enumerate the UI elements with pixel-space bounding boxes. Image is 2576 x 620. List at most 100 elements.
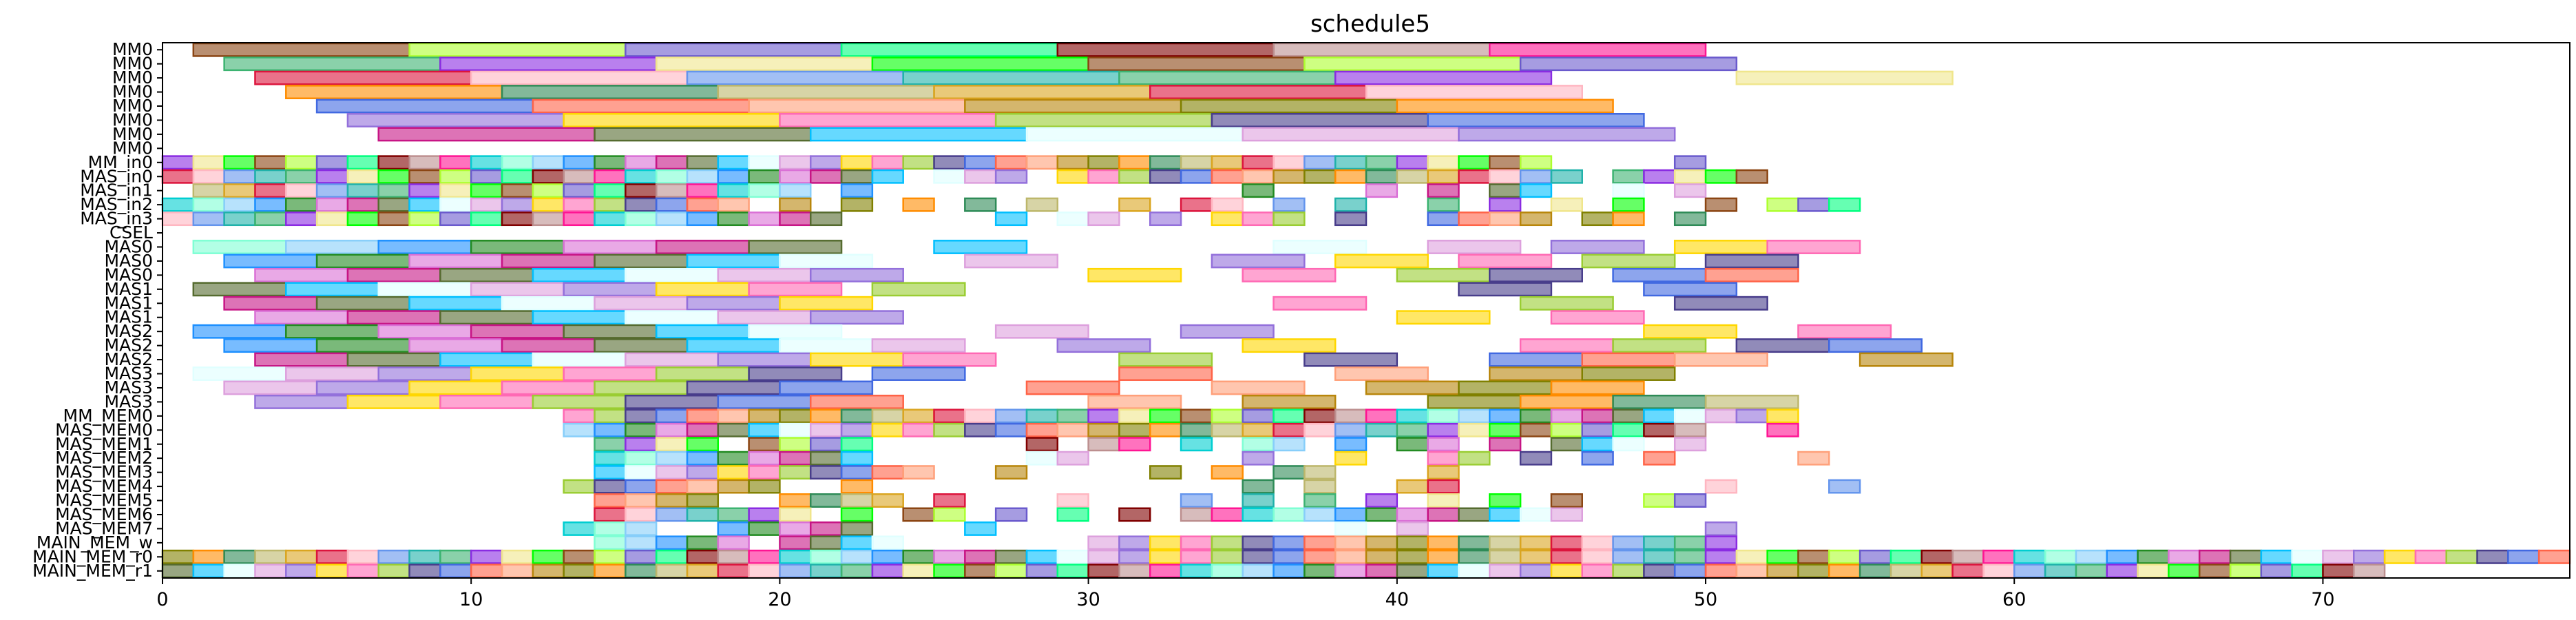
task-bar bbox=[1427, 465, 1460, 480]
task-bar bbox=[625, 211, 658, 227]
task-bar bbox=[1365, 155, 1399, 170]
task-bar bbox=[1396, 169, 1429, 184]
task-bar bbox=[1550, 310, 1645, 325]
task-bar bbox=[871, 549, 904, 564]
task-bar bbox=[779, 169, 812, 184]
task-bar bbox=[1396, 409, 1429, 424]
task-bar bbox=[1458, 535, 1491, 550]
task-bar bbox=[655, 465, 689, 480]
task-bar bbox=[964, 564, 997, 579]
task-bar bbox=[1489, 169, 1522, 184]
task-bar bbox=[1396, 535, 1429, 550]
task-bar bbox=[1427, 211, 1460, 227]
task-bar bbox=[2353, 549, 2386, 564]
task-bar bbox=[1489, 352, 1583, 367]
task-bar bbox=[748, 99, 966, 114]
task-bar bbox=[563, 211, 596, 227]
task-bar bbox=[377, 564, 410, 579]
task-bar bbox=[563, 479, 596, 494]
task-bar bbox=[285, 85, 503, 100]
task-bar bbox=[809, 493, 843, 508]
task-bar bbox=[1118, 549, 1151, 564]
task-bar bbox=[1612, 169, 1645, 184]
task-bar bbox=[594, 169, 627, 184]
task-bar bbox=[563, 549, 596, 564]
task-bar bbox=[779, 465, 812, 480]
task-bar bbox=[1427, 183, 1460, 198]
task-bar bbox=[933, 155, 966, 170]
task-bar bbox=[1056, 211, 1089, 227]
task-bar bbox=[1519, 183, 1553, 198]
task-bar bbox=[1118, 564, 1151, 579]
task-bar bbox=[748, 451, 781, 466]
task-bar bbox=[686, 70, 904, 85]
task-bar bbox=[625, 549, 658, 564]
task-bar bbox=[655, 183, 689, 198]
task-bar bbox=[285, 564, 318, 579]
task-bar bbox=[994, 564, 1028, 579]
task-bar bbox=[192, 197, 225, 212]
task-bar bbox=[2322, 564, 2355, 579]
task-bar bbox=[1458, 380, 1553, 395]
task-bar bbox=[1858, 352, 1954, 367]
task-bar bbox=[1211, 211, 1244, 227]
task-bar bbox=[625, 197, 658, 212]
task-bar bbox=[1581, 564, 1614, 579]
task-bar bbox=[1581, 366, 1676, 381]
task-bar bbox=[871, 338, 966, 353]
task-bar bbox=[1242, 535, 1275, 550]
task-bar bbox=[625, 437, 658, 452]
x-tick-label: 20 bbox=[768, 589, 791, 610]
task-bar bbox=[1427, 197, 1460, 212]
task-bar bbox=[346, 155, 379, 170]
task-bar bbox=[439, 394, 534, 409]
task-bar bbox=[439, 267, 534, 282]
task-bar bbox=[1489, 535, 1522, 550]
task-bar bbox=[285, 169, 318, 184]
row-label: MM0 bbox=[112, 138, 153, 158]
task-bar bbox=[346, 352, 441, 367]
task-bar bbox=[439, 352, 534, 367]
task-bar bbox=[594, 465, 627, 480]
task-bar bbox=[408, 211, 441, 227]
task-bar bbox=[1118, 366, 1213, 381]
task-bar bbox=[1704, 254, 1799, 269]
task-bar bbox=[1797, 564, 1830, 579]
task-bar bbox=[594, 197, 627, 212]
task-bar bbox=[1828, 479, 1861, 494]
task-bar bbox=[563, 564, 596, 579]
task-bar bbox=[254, 310, 349, 325]
task-bar bbox=[1211, 465, 1244, 480]
task-bar bbox=[2198, 549, 2232, 564]
task-bar bbox=[902, 564, 935, 579]
task-bar bbox=[655, 211, 689, 227]
task-bar bbox=[2075, 549, 2108, 564]
task-bar bbox=[871, 409, 904, 424]
task-bar bbox=[1581, 422, 1614, 437]
task-bar bbox=[285, 549, 318, 564]
task-bar bbox=[1025, 437, 1059, 452]
task-bar bbox=[439, 197, 472, 212]
task-bar bbox=[1087, 394, 1182, 409]
task-bar bbox=[1673, 493, 1707, 508]
task-bar bbox=[1673, 155, 1707, 170]
task-bar bbox=[439, 155, 472, 170]
task-bar bbox=[1489, 155, 1522, 170]
task-bar bbox=[594, 507, 627, 522]
task-bar bbox=[686, 422, 720, 437]
task-bar bbox=[1735, 338, 1830, 353]
row-label: MAS_MEM7 bbox=[55, 518, 153, 538]
task-bar bbox=[1951, 564, 1985, 579]
task-bar bbox=[625, 42, 843, 57]
task-bar bbox=[717, 409, 750, 424]
task-bar bbox=[1889, 549, 1923, 564]
row-label: MM_MEM0 bbox=[63, 406, 153, 426]
task-bar bbox=[686, 549, 720, 564]
task-bar bbox=[686, 535, 720, 550]
task-bar bbox=[1458, 564, 1491, 579]
task-bar bbox=[1273, 422, 1306, 437]
task-bar bbox=[254, 70, 472, 85]
task-bar bbox=[1612, 549, 1645, 564]
task-bar bbox=[686, 409, 720, 424]
task-bar bbox=[1180, 535, 1213, 550]
